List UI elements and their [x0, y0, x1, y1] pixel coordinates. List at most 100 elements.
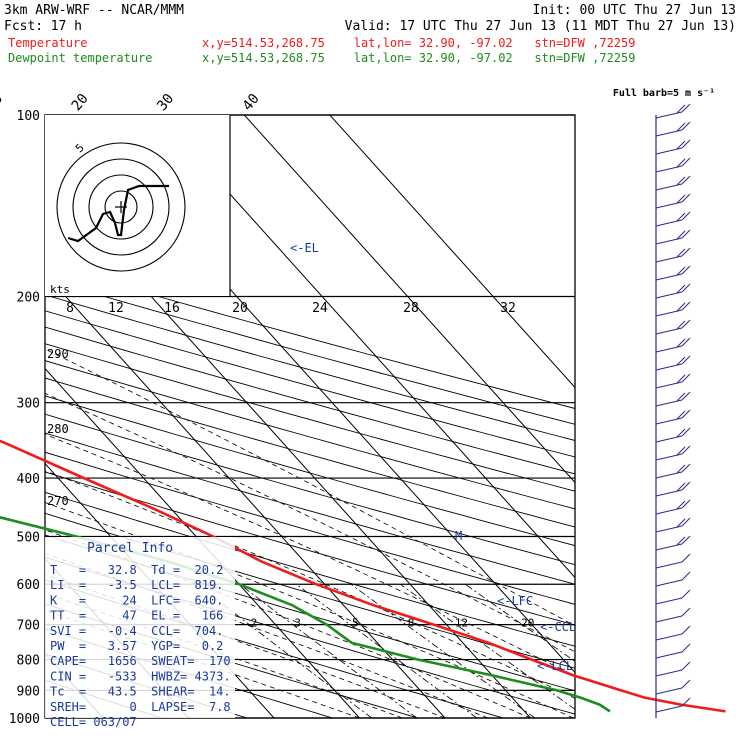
wind-barb [655, 319, 691, 335]
temperature-tick-label: 20 [69, 91, 92, 114]
barb-shaft [655, 687, 683, 695]
barb-shaft [655, 345, 683, 353]
isotherm [158, 115, 575, 579]
barb-shaft [655, 147, 683, 155]
mixing-ratio-line [239, 583, 418, 718]
hodograph-ring-label: 24 [312, 301, 328, 316]
barb-flag [676, 122, 686, 132]
barb-flag [681, 193, 691, 203]
barb-flag [676, 356, 686, 366]
barb-shaft [655, 327, 683, 335]
mixing-ratio-line [464, 583, 575, 662]
temperature-profile [0, 439, 726, 713]
barb-shaft [655, 471, 683, 479]
barb-flag [676, 482, 686, 492]
wind-barb [655, 445, 691, 461]
dry-adiabat [45, 603, 419, 718]
barb-shaft [655, 507, 683, 515]
barb-flag [681, 463, 691, 473]
barb-flag [681, 103, 691, 113]
barb-flag [676, 140, 686, 150]
barb-shaft [655, 381, 683, 389]
barb-flag [681, 607, 691, 617]
barb-flag [681, 427, 691, 437]
dry-adiabat [45, 471, 575, 626]
barb-flag [676, 176, 686, 186]
hodograph-ring-label: 20 [232, 301, 248, 316]
isotherm [243, 115, 575, 484]
diagram-labels: 1002003004005006007008009001000-80-70-60… [0, 91, 534, 727]
barb-flag [681, 157, 691, 167]
header-model: 3km ARW-WRF -- NCAR/MMM [4, 3, 184, 18]
dry-adiabat [45, 579, 504, 718]
wind-barb [655, 517, 691, 533]
dry-adiabat [45, 451, 575, 605]
dry-adiabat [45, 343, 575, 492]
barb-flag [676, 194, 686, 204]
moist-adiabat [45, 593, 403, 718]
dewpoint-legend: Dewpoint temperature [8, 51, 153, 65]
wind-barb [655, 589, 691, 605]
barb-shaft [655, 453, 683, 461]
wind-barb [655, 553, 691, 569]
barb-flag [681, 391, 691, 401]
barb-legend: Full barb=5 m s⁻¹ [613, 88, 715, 99]
hodograph-ring-label: 12 [108, 301, 124, 316]
dry-adiabat [45, 310, 575, 458]
barb-flag [676, 464, 686, 474]
diagram-frame [44, 114, 576, 719]
plot-border [44, 114, 576, 719]
barb-shaft [655, 597, 683, 605]
wind-barb [655, 625, 691, 641]
barb-flag [681, 481, 691, 491]
barb-flag [681, 265, 691, 275]
hodograph-ring-label: 32 [500, 301, 516, 316]
wind-barb [655, 409, 691, 425]
wind-barb [655, 481, 691, 497]
wind-barb [655, 265, 691, 281]
hodograph-units: kts [50, 283, 70, 296]
barb-shaft [655, 309, 683, 317]
barb-flag [681, 139, 691, 149]
profile-annotation: M [455, 529, 462, 543]
barb-flag [681, 301, 691, 311]
barb-flag [681, 661, 691, 671]
barb-flag [676, 230, 686, 240]
wind-barb [655, 337, 691, 353]
pressure-label: 800 [17, 654, 40, 669]
parcel-info-row: K = 24 LFC= 640. [50, 593, 223, 607]
barb-flag [681, 571, 691, 581]
barb-flag [681, 373, 691, 383]
hodograph-trace [67, 184, 169, 243]
parcel-info-row: CAPE= 1656 SWEAT= 170 [50, 654, 231, 668]
barb-flag [676, 158, 686, 168]
dry-adiabat [45, 278, 575, 425]
hodograph-ring [72, 158, 170, 256]
wind-barb [655, 535, 691, 551]
parcel-info-title: Parcel Info [87, 541, 173, 556]
barb-flag [676, 392, 686, 402]
barb-flag [681, 211, 691, 221]
barb-flag [676, 428, 686, 438]
barb-shaft [655, 705, 683, 713]
hodograph-ring-label: 28 [403, 301, 419, 316]
temperature-tick-label: 40 [240, 91, 263, 114]
barb-flag [676, 248, 686, 258]
hodograph-ring [56, 142, 186, 272]
barb-flag [681, 535, 691, 545]
wind-barb [655, 499, 691, 515]
barb-shaft [655, 489, 683, 497]
isotherm [45, 272, 446, 718]
pressure-label: 900 [17, 684, 40, 699]
parcel-info-row: LI = -3.5 LCL= 819. [50, 578, 223, 592]
pressure-label: 1000 [9, 712, 40, 727]
barb-flag [681, 625, 691, 635]
barb-shaft [655, 615, 683, 623]
barb-shaft [655, 417, 683, 425]
parcel-info-row: SVI = -0.4 CCL= 704. [50, 624, 223, 638]
barb-flag [681, 697, 691, 707]
mixing-ratio-label: 8 [408, 616, 415, 629]
profile-annotation: <-LCL [537, 659, 573, 673]
barb-flag [681, 553, 691, 563]
barb-flag [681, 679, 691, 689]
